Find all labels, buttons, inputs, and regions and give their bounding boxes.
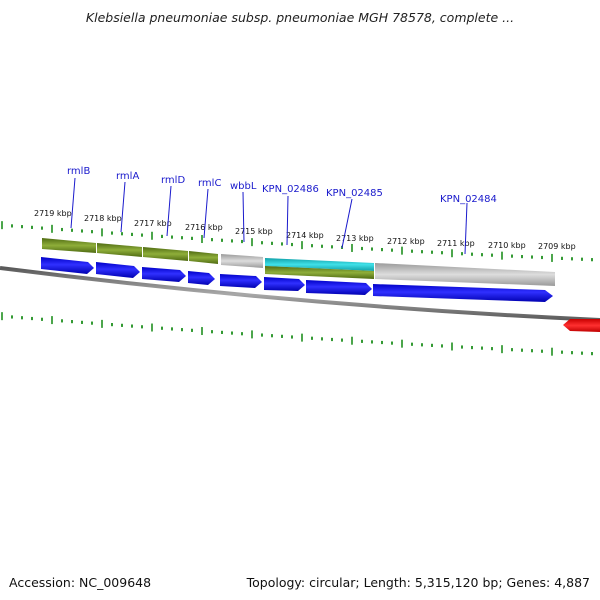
- scale-label: 2717 kbp: [134, 219, 172, 228]
- gene-feature-rmlB: [42, 238, 96, 253]
- topology-summary: Topology: circular; Length: 5,315,120 bp…: [246, 575, 590, 590]
- accession-text: Accession: NC_009648: [9, 575, 152, 590]
- scale-label: 2710 kbp: [488, 241, 526, 250]
- scale-label: 2712 kbp: [387, 237, 425, 246]
- outer-tick-ring: [1, 221, 593, 262]
- scale-label: 2711 kbp: [437, 239, 475, 248]
- gene-label-rmlD: rmlD: [161, 175, 185, 186]
- gene-label-rmlB: rmlB: [67, 166, 90, 177]
- gene-label-rmlA: rmlA: [116, 171, 139, 182]
- gene-feature-rmlA: [97, 243, 142, 257]
- inner-tick-ring: [1, 312, 593, 356]
- gene-feature-wbbL: [221, 254, 263, 268]
- cds-arrow-rmlC: [188, 271, 215, 285]
- scale-label: 2719 kbp: [34, 209, 72, 218]
- gene-label-KPN_02485: KPN_02485: [326, 188, 383, 199]
- scale-labels: 2719 kbp 2718 kbp 2717 kbp 2716 kbp 2715…: [34, 209, 576, 251]
- genome-backbone: [0, 266, 600, 322]
- cds-track[interactable]: [41, 257, 553, 302]
- gene-feature-rmlC: [189, 251, 218, 264]
- cds-arrow-rmlD: [142, 267, 186, 282]
- scale-label: 2709 kbp: [538, 242, 576, 251]
- map-title: Klebsiella pneumoniae subsp. pneumoniae …: [85, 10, 515, 25]
- cds-arrow-KPN_02486: [264, 277, 305, 291]
- scale-label: 2716 kbp: [185, 223, 223, 232]
- cds-arrow-rmlA: [96, 262, 140, 278]
- cds-arrow-KPN_02484: [373, 284, 553, 302]
- misc-feature-cyan: [265, 258, 374, 271]
- gene-feature-rmlD: [143, 247, 188, 261]
- gene-labels: rmlB rmlA rmlD rmlC wbbL KPN_02486 KPN_0…: [67, 166, 497, 255]
- gene-track[interactable]: [42, 238, 555, 286]
- red-feature[interactable]: [563, 319, 600, 332]
- scale-label: 2715 kbp: [235, 227, 273, 236]
- gene-feature-KPN_02486: [265, 266, 374, 279]
- gene-label-KPN_02486: KPN_02486: [262, 184, 319, 195]
- cds-arrow-KPN_02485: [306, 280, 372, 295]
- cds-arrow-rmlB: [41, 257, 94, 274]
- gene-label-rmlC: rmlC: [198, 178, 221, 189]
- scale-label: 2718 kbp: [84, 214, 122, 223]
- cds-arrow-wbbL: [220, 274, 262, 288]
- gene-feature-KPN_02484: [375, 263, 555, 286]
- scale-label: 2713 kbp: [336, 234, 374, 243]
- gene-label-wbbL: wbbL: [230, 181, 257, 192]
- scale-label: 2714 kbp: [286, 231, 324, 240]
- gene-label-KPN_02484: KPN_02484: [440, 194, 497, 205]
